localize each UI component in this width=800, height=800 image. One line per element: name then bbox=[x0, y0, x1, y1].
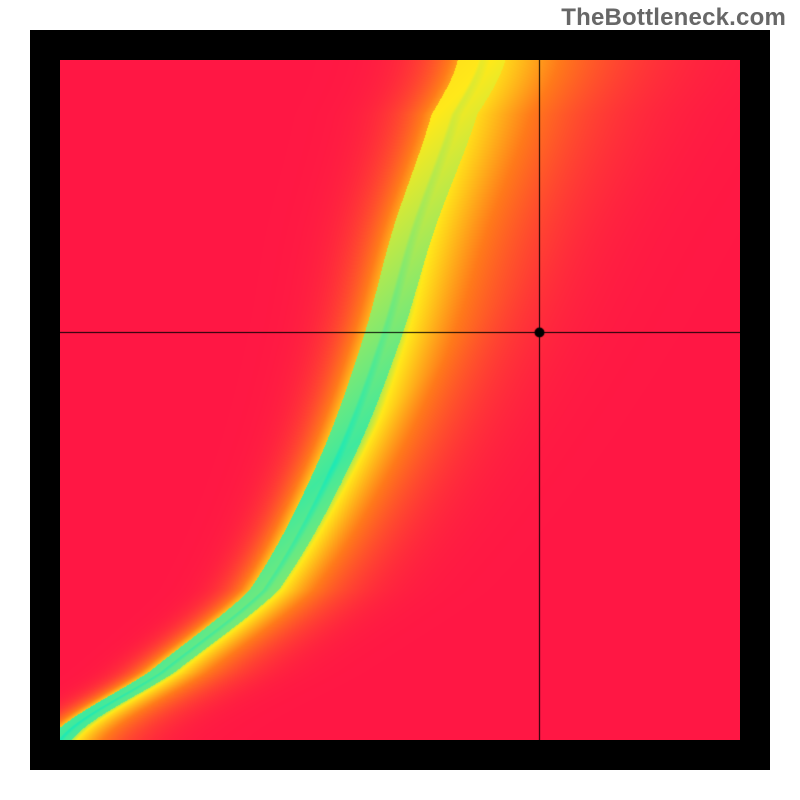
heatmap-canvas bbox=[60, 60, 740, 740]
watermark-text: TheBottleneck.com bbox=[561, 4, 786, 32]
chart-container: TheBottleneck.com bbox=[0, 0, 800, 800]
chart-border bbox=[30, 30, 770, 770]
